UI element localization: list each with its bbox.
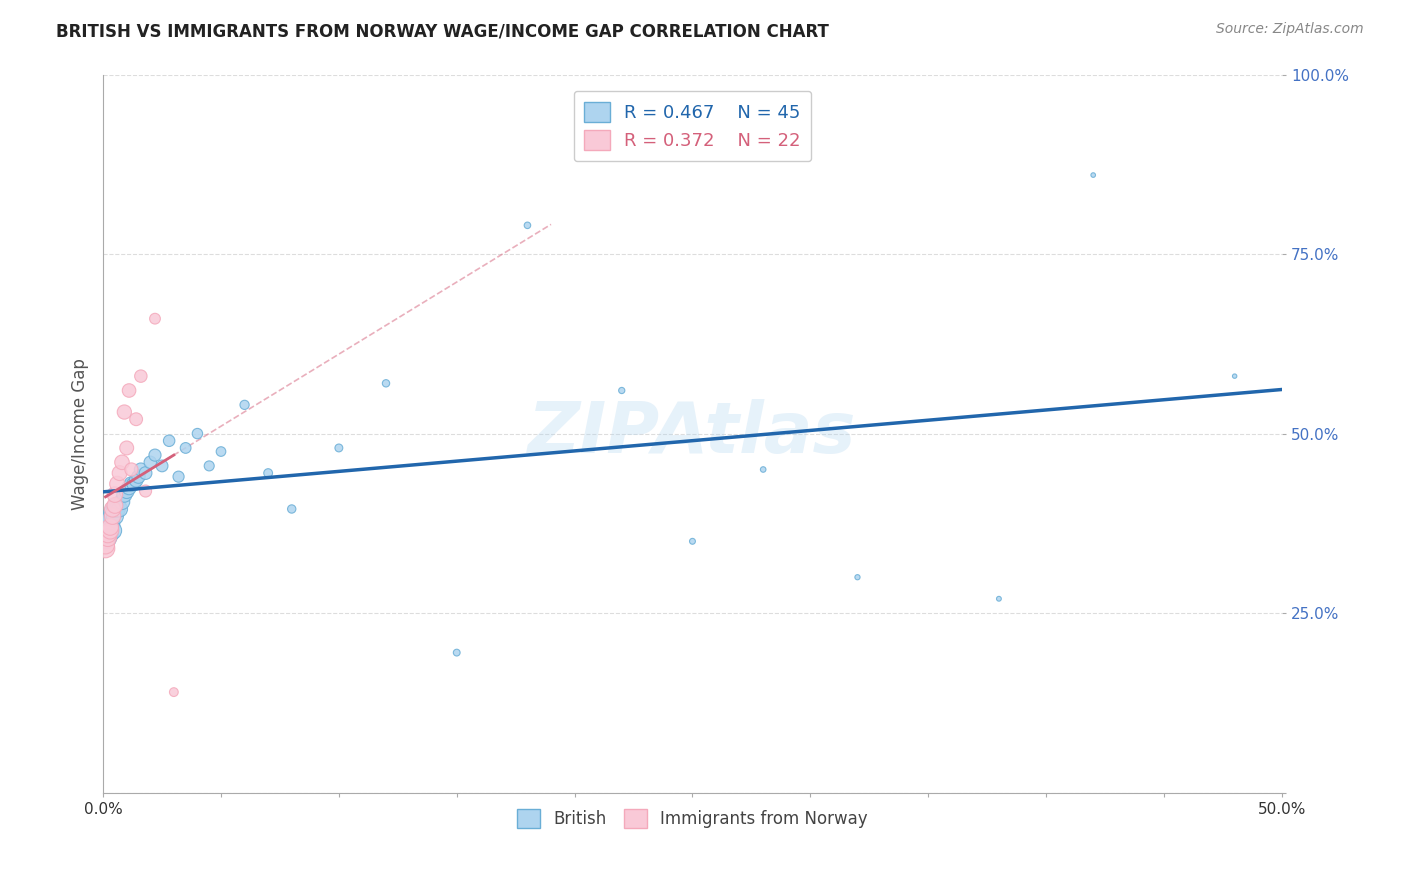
- Point: [108, 502, 131, 516]
- Point: [143, 311, 166, 326]
- Point: [167, 469, 190, 483]
- Point: [209, 444, 232, 458]
- Point: [125, 412, 148, 426]
- Point: [846, 570, 869, 584]
- Point: [1223, 369, 1246, 384]
- Point: [163, 685, 186, 699]
- Point: [118, 480, 141, 494]
- Point: [97, 527, 120, 541]
- Point: [104, 499, 127, 513]
- Point: [98, 524, 121, 538]
- Point: [125, 473, 148, 487]
- Point: [98, 520, 121, 534]
- Point: [233, 398, 256, 412]
- Point: [120, 462, 142, 476]
- Point: [118, 384, 141, 398]
- Point: [97, 520, 120, 534]
- Point: [115, 441, 138, 455]
- Point: [112, 488, 135, 502]
- Text: BRITISH VS IMMIGRANTS FROM NORWAY WAGE/INCOME GAP CORRELATION CHART: BRITISH VS IMMIGRANTS FROM NORWAY WAGE/I…: [56, 22, 830, 40]
- Point: [135, 483, 157, 498]
- Point: [752, 462, 775, 476]
- Point: [115, 483, 138, 498]
- Point: [987, 591, 1010, 606]
- Point: [150, 458, 173, 473]
- Point: [186, 426, 208, 441]
- Point: [1083, 168, 1105, 182]
- Point: [682, 534, 704, 549]
- Point: [280, 502, 302, 516]
- Point: [516, 219, 538, 233]
- Point: [101, 506, 124, 520]
- Text: ZIPAtlas: ZIPAtlas: [529, 399, 856, 468]
- Point: [101, 509, 124, 524]
- Point: [94, 531, 117, 545]
- Point: [198, 458, 221, 473]
- Point: [157, 434, 180, 448]
- Point: [98, 516, 121, 531]
- Point: [122, 476, 145, 491]
- Point: [111, 495, 134, 509]
- Point: [97, 527, 120, 541]
- Y-axis label: Wage/Income Gap: Wage/Income Gap: [72, 358, 89, 509]
- Point: [135, 466, 157, 480]
- Point: [610, 384, 633, 398]
- Point: [98, 513, 121, 527]
- Point: [105, 476, 128, 491]
- Point: [129, 369, 152, 384]
- Point: [104, 509, 127, 524]
- Point: [120, 476, 142, 491]
- Point: [257, 466, 280, 480]
- Point: [104, 488, 127, 502]
- Point: [174, 441, 197, 455]
- Point: [111, 455, 134, 469]
- Point: [127, 469, 149, 483]
- Point: [105, 499, 128, 513]
- Legend: British, Immigrants from Norway: British, Immigrants from Norway: [510, 802, 875, 835]
- Point: [139, 455, 162, 469]
- Point: [328, 441, 350, 455]
- Point: [104, 502, 127, 516]
- Point: [375, 376, 398, 391]
- Point: [101, 502, 124, 516]
- Point: [129, 462, 152, 476]
- Point: [94, 541, 117, 556]
- Point: [105, 502, 128, 516]
- Text: Source: ZipAtlas.com: Source: ZipAtlas.com: [1216, 22, 1364, 37]
- Point: [143, 448, 166, 462]
- Point: [446, 646, 468, 660]
- Point: [108, 466, 131, 480]
- Point: [97, 531, 120, 545]
- Point: [112, 405, 135, 419]
- Point: [101, 524, 124, 538]
- Point: [94, 538, 117, 552]
